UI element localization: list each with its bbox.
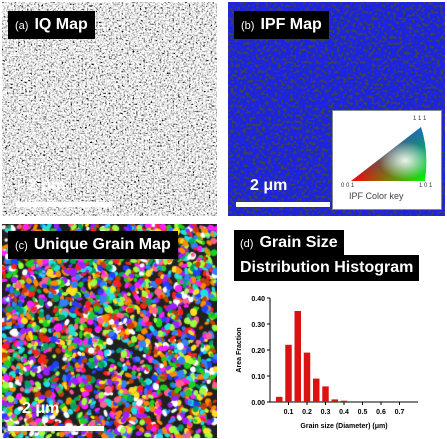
panel-d-title-line2: Distribution Histogram	[234, 255, 420, 281]
panel-a-title: (a) IQ Map	[8, 11, 95, 39]
panel-c-scale-label: 2 μm	[22, 400, 60, 417]
panel-c-scale-bar	[8, 426, 104, 431]
histogram-bar	[276, 396, 283, 402]
panel-a-scale-label: 2 μm	[28, 177, 66, 194]
panel-d-heading-2: Distribution Histogram	[240, 259, 414, 276]
histogram-bar	[285, 344, 292, 402]
x-tick-label: 0.1	[284, 409, 294, 416]
panel-c-title: (c) Unique Grain Map	[8, 231, 178, 259]
panel-b-heading: IPF Map	[260, 16, 322, 33]
ipf-color-key: 1 1 1 0 0 1 1 0 1 IPF Color key	[332, 110, 442, 210]
ipf-map-panel: (b) IPF Map 1 1 1 0 0	[228, 2, 445, 216]
panel-d-heading-1: Grain Size	[259, 234, 338, 251]
x-tick-label: 0.7	[395, 409, 405, 416]
histogram-bar	[313, 378, 320, 402]
histogram-bar	[294, 311, 301, 402]
y-tick-label: 0.00	[251, 400, 265, 407]
ipf-key-label-111: 1 1 1	[413, 116, 427, 122]
x-tick-label: 0.3	[321, 409, 331, 416]
panel-b-scale-label: 2 μm	[250, 177, 288, 194]
x-tick-label: 0.6	[376, 409, 386, 416]
y-tick-label: 0.20	[251, 348, 265, 355]
panel-c-heading: Unique Grain Map	[33, 236, 171, 253]
panel-d-title-line1: (d) Grain Size	[234, 230, 344, 256]
panel-b-scale-bar	[236, 202, 330, 207]
panel-b-title: (b) IPF Map	[234, 11, 329, 39]
ipf-key-title: IPF Color key	[349, 191, 404, 201]
ipf-triangle	[351, 127, 427, 181]
ipf-key-label-101: 1 0 1	[419, 183, 433, 189]
x-tick-label: 0.4	[339, 409, 349, 416]
y-tick-label: 0.10	[251, 374, 265, 381]
histogram-bar	[303, 352, 311, 402]
histogram-bar	[331, 399, 338, 402]
x-tick-label: 0.2	[302, 409, 312, 416]
ipf-key-label-001: 0 0 1	[341, 183, 355, 189]
histogram-chart: 0.00 0.10 0.20 0.30 0.40 0.1 0.2 0.3 0.4 0.5 0.6 0.…	[236, 296, 418, 430]
panel-a-heading: IQ Map	[34, 16, 88, 33]
panel-a-scale-bar	[16, 202, 112, 207]
panel-a-tag: (a)	[15, 20, 29, 32]
panel-c-tag: (c)	[15, 240, 28, 252]
unique-grain-map-panel: (c) Unique Grain Map 2 μm	[2, 224, 217, 438]
grain-size-histogram-panel: (d) Grain Size Distribution Histogram 0.0…	[228, 224, 445, 438]
unique-grain-map-image	[2, 224, 217, 438]
x-axis-label: Grain size (Diameter) (μm)	[300, 423, 387, 430]
x-tick-label: 0.5	[358, 409, 368, 416]
y-axis-label: Area Fraction	[236, 327, 243, 372]
panel-d-tag: (d)	[240, 238, 254, 250]
panel-b-tag: (b)	[241, 20, 255, 32]
y-tick-label: 0.30	[251, 322, 265, 329]
histogram-bar	[340, 400, 348, 402]
histogram-bar	[322, 386, 329, 402]
iq-map-panel: (a) IQ Map 2 μm	[2, 2, 217, 216]
y-tick-label: 0.40	[251, 296, 265, 303]
